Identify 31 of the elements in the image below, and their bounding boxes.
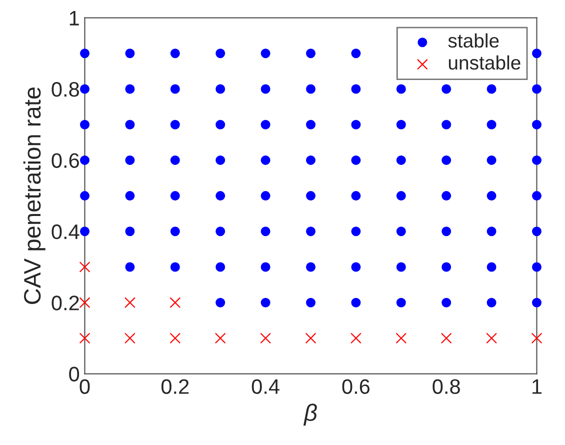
x-tick-label: 0.4 xyxy=(252,379,280,394)
point xyxy=(170,332,181,344)
y-tick-label: 0.8 xyxy=(52,82,79,97)
point xyxy=(440,332,452,344)
y-tick-label: 0.6 xyxy=(52,153,79,168)
point xyxy=(305,332,316,344)
x-axis-title: β xyxy=(303,404,317,426)
x-tick-label: 0.6 xyxy=(342,379,370,394)
point xyxy=(124,332,136,344)
x-tick-label: 0.8 xyxy=(432,379,460,394)
y-tick-label: 0.4 xyxy=(52,224,80,240)
y-tick-label: 1 xyxy=(70,11,79,26)
y-axis-title: CAV penetration rate xyxy=(23,87,46,304)
point xyxy=(350,332,362,344)
x-tick-label: 0.2 xyxy=(161,379,189,394)
legend-label: unstable xyxy=(448,55,520,70)
point xyxy=(79,262,90,272)
x-tick-label: 0 xyxy=(80,379,90,394)
legend-label: stable xyxy=(448,33,499,48)
y-tick-label: 0.2 xyxy=(52,296,79,310)
point xyxy=(531,332,542,344)
point xyxy=(79,332,90,344)
point xyxy=(486,332,498,344)
point xyxy=(214,332,226,344)
x-tick-label: 1 xyxy=(532,379,542,394)
point xyxy=(260,332,272,344)
point xyxy=(396,332,407,344)
point xyxy=(124,297,136,308)
point xyxy=(79,297,90,308)
point xyxy=(170,297,181,308)
y-tick-label: 0 xyxy=(69,366,80,382)
